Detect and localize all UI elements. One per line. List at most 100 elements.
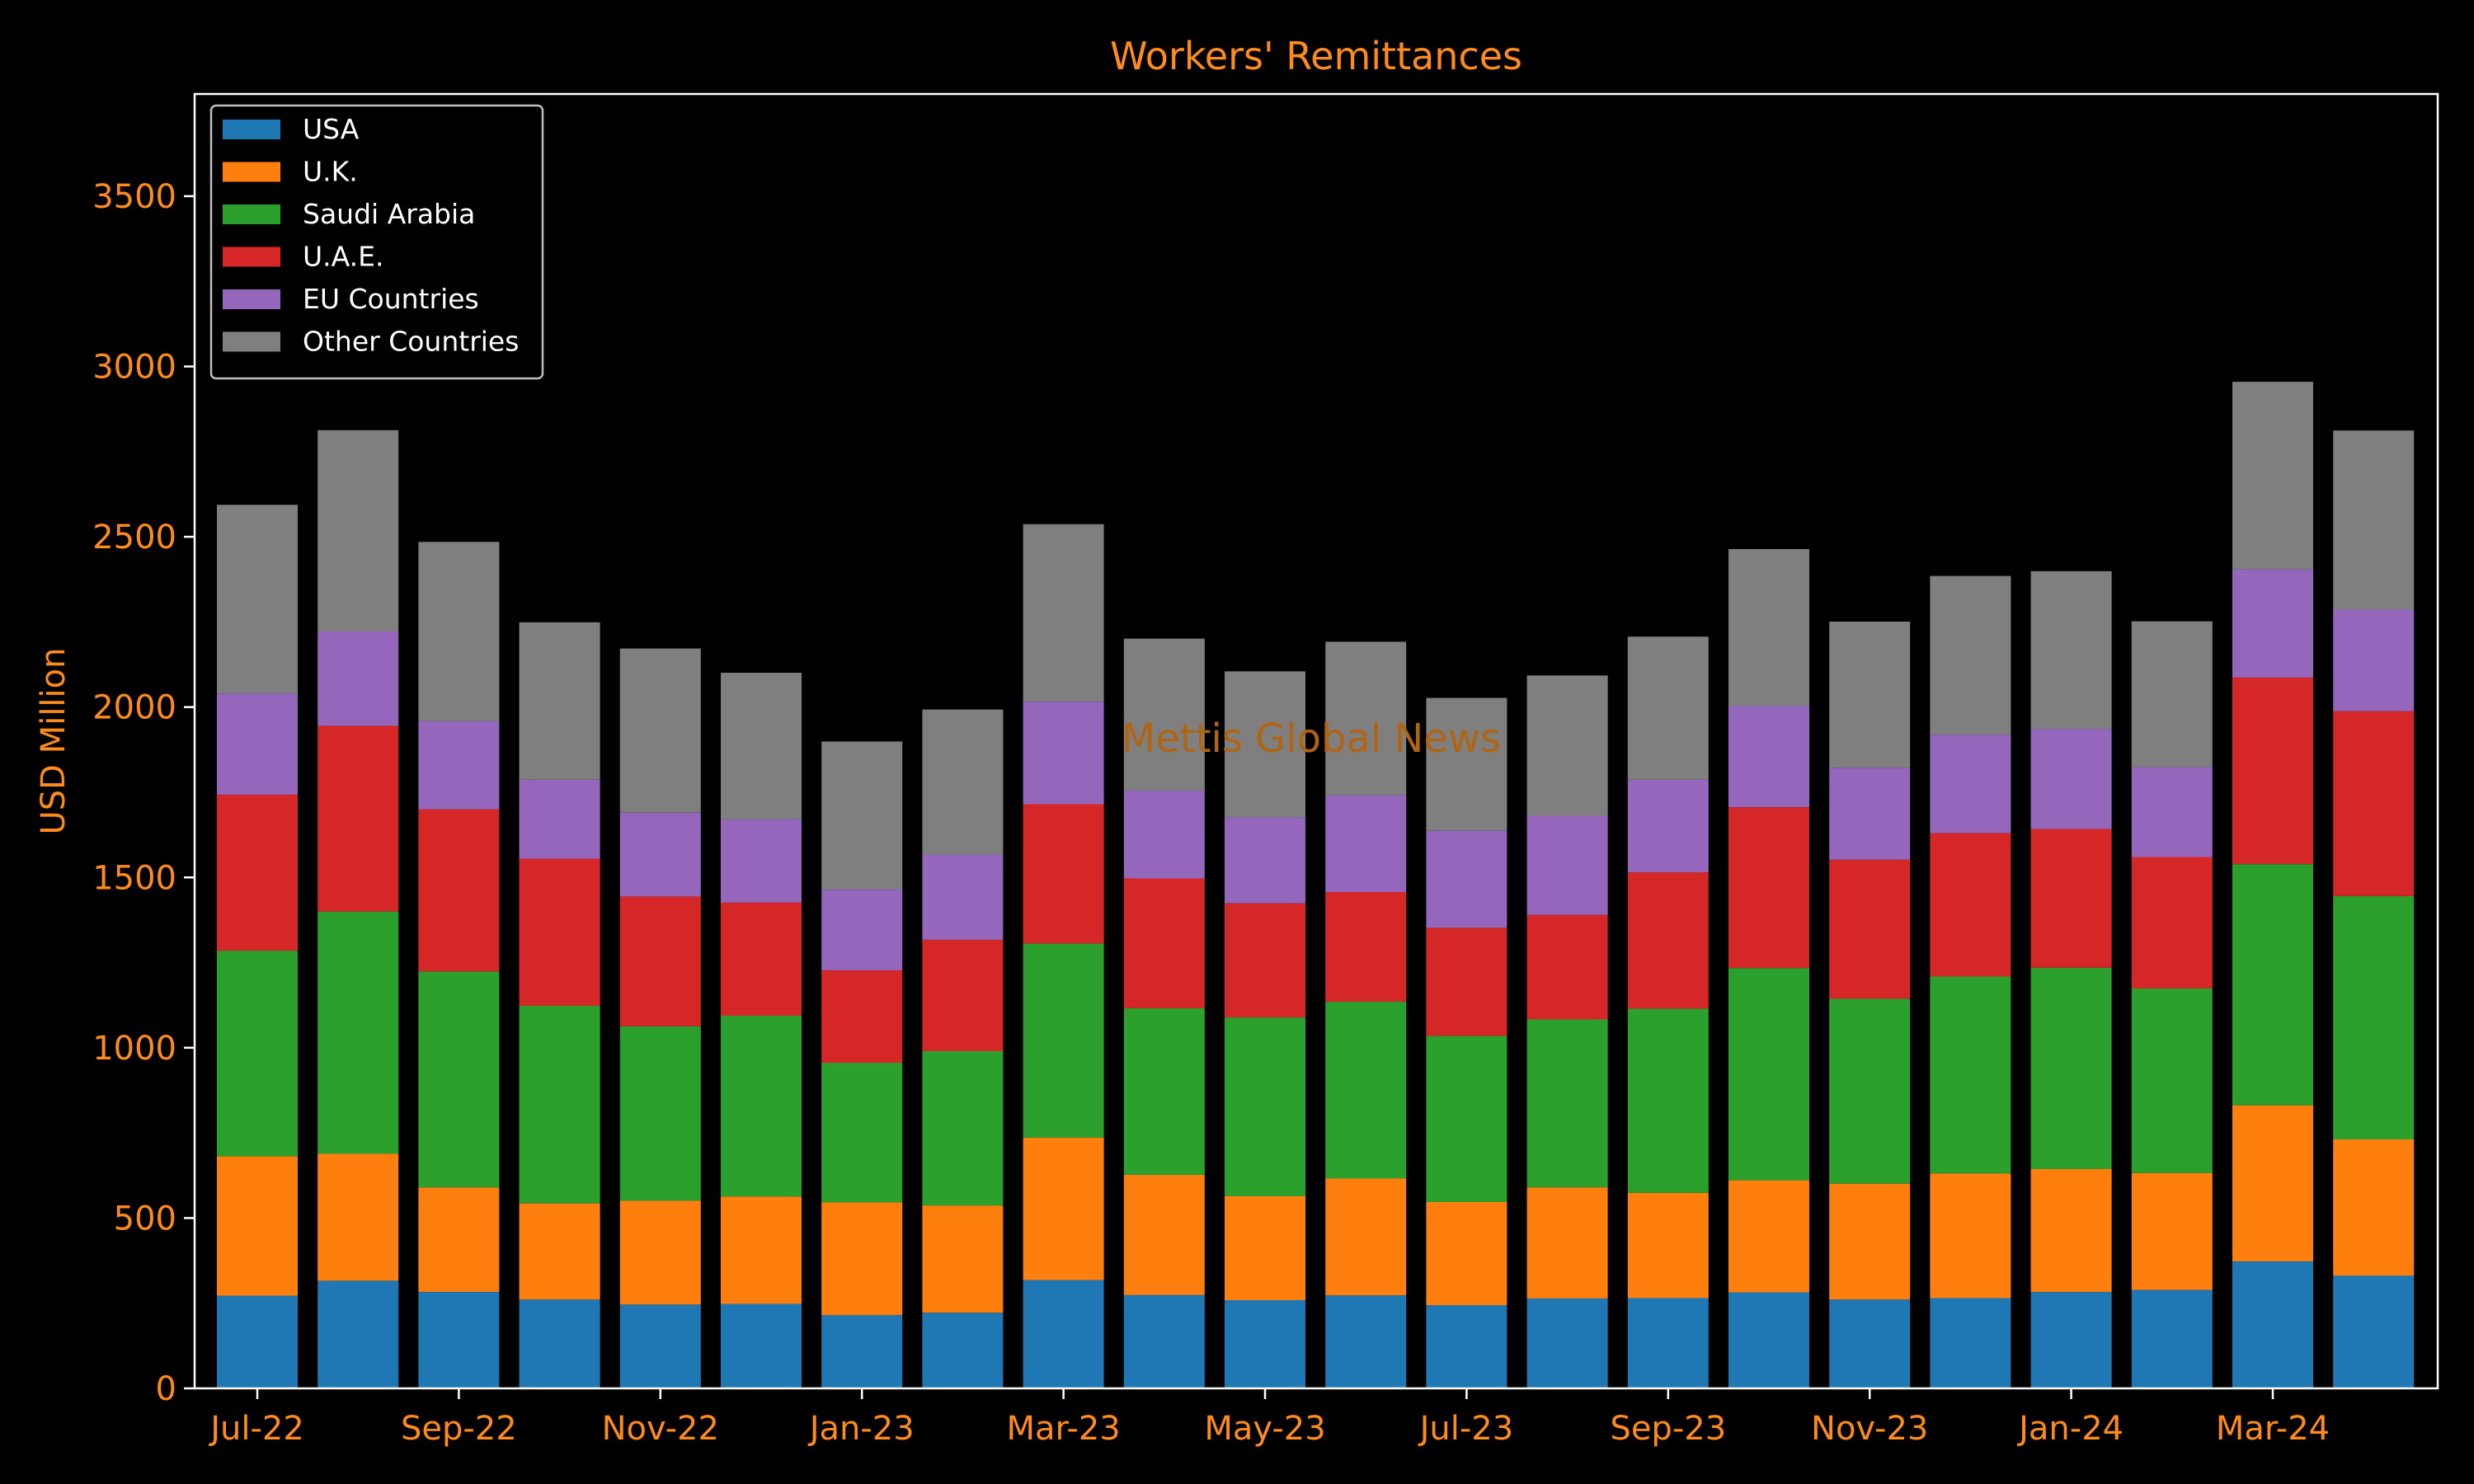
bar-saudi-arabia-nov-22 bbox=[619, 1026, 701, 1201]
bar-u-a-e--jul-22 bbox=[217, 794, 298, 951]
bar-u-k--jan-23 bbox=[821, 1202, 903, 1316]
bar-other-countries-mar-23 bbox=[1023, 524, 1104, 702]
bar-usa-oct-23 bbox=[1729, 1292, 1809, 1388]
bar-u-a-e--may-23 bbox=[1225, 903, 1305, 1018]
bar-other-countries-nov-22 bbox=[619, 648, 701, 813]
bar-saudi-arabia-mar-24 bbox=[2232, 864, 2313, 1106]
bar-usa-dec-22 bbox=[721, 1303, 802, 1388]
bar-usa-jun-23 bbox=[1325, 1295, 1407, 1388]
bar-u-k--jul-23 bbox=[1426, 1202, 1507, 1306]
legend-label: Other Countries bbox=[303, 326, 519, 358]
bar-other-countries-nov-23 bbox=[1829, 622, 1911, 768]
bar-saudi-arabia-sep-23 bbox=[1627, 1008, 1709, 1193]
bar-eu-countries-apr-24 bbox=[2333, 609, 2415, 711]
bar-eu-countries-aug-22 bbox=[317, 632, 399, 726]
bar-u-a-e--apr-24 bbox=[2333, 711, 2415, 896]
bar-other-countries-sep-22 bbox=[418, 542, 500, 721]
bar-saudi-arabia-feb-24 bbox=[2131, 989, 2213, 1173]
bar-u-a-e--jul-23 bbox=[1426, 928, 1507, 1036]
bar-usa-jan-24 bbox=[2030, 1292, 2112, 1388]
bar-usa-mar-24 bbox=[2232, 1261, 2313, 1388]
bar-saudi-arabia-dec-22 bbox=[721, 1016, 802, 1197]
bar-u-k--nov-23 bbox=[1829, 1183, 1911, 1300]
bar-usa-apr-24 bbox=[2333, 1275, 2415, 1388]
bar-usa-nov-23 bbox=[1829, 1299, 1911, 1388]
bar-eu-countries-nov-22 bbox=[619, 812, 701, 897]
bar-u-a-e--mar-23 bbox=[1023, 804, 1104, 944]
watermark: Mettis Global News bbox=[1122, 716, 1501, 762]
bar-u-k--mar-24 bbox=[2232, 1105, 2313, 1261]
bar-saudi-arabia-nov-23 bbox=[1829, 998, 1911, 1184]
x-tick-label: May-23 bbox=[1204, 1410, 1325, 1448]
bar-eu-countries-jan-23 bbox=[821, 890, 903, 970]
bar-u-k--nov-22 bbox=[619, 1200, 701, 1305]
legend-swatch bbox=[223, 162, 280, 182]
legend-box bbox=[209, 104, 544, 380]
x-tick-label: Nov-22 bbox=[602, 1410, 719, 1448]
y-tick-label: 1000 bbox=[92, 1030, 176, 1068]
bar-other-countries-apr-24 bbox=[2333, 430, 2415, 610]
bar-u-a-e--mar-24 bbox=[2232, 677, 2313, 865]
bar-saudi-arabia-apr-23 bbox=[1123, 1007, 1205, 1175]
bar-other-countries-dec-23 bbox=[1930, 575, 2011, 735]
legend-swatch bbox=[223, 204, 280, 224]
legend: USA U.K. Saudi Arabia U.A.E. EU Countries Oth… bbox=[209, 104, 544, 380]
bar-saudi-arabia-dec-23 bbox=[1930, 976, 2011, 1174]
bar-u-k--apr-23 bbox=[1123, 1175, 1205, 1295]
bar-eu-countries-dec-22 bbox=[721, 819, 802, 903]
bar-saudi-arabia-jan-24 bbox=[2030, 967, 2112, 1169]
x-tick-label: Sep-23 bbox=[1610, 1410, 1726, 1448]
legend-swatch bbox=[223, 120, 280, 139]
chart-title: Workers' Remittances bbox=[1110, 34, 1522, 78]
bar-usa-jul-22 bbox=[217, 1295, 298, 1388]
bar-other-countries-aug-22 bbox=[317, 430, 399, 632]
bar-saudi-arabia-aug-22 bbox=[317, 911, 399, 1154]
y-tick-label: 3500 bbox=[92, 178, 176, 216]
bar-saudi-arabia-oct-22 bbox=[519, 1006, 600, 1204]
bar-u-a-e--dec-22 bbox=[721, 902, 802, 1016]
y-tick-label: 500 bbox=[114, 1200, 176, 1237]
legend-label: U.A.E. bbox=[303, 241, 383, 273]
bar-u-a-e--sep-22 bbox=[418, 809, 500, 972]
bar-u-k--sep-23 bbox=[1627, 1192, 1709, 1298]
bar-u-k--may-23 bbox=[1225, 1196, 1305, 1300]
bar-saudi-arabia-sep-22 bbox=[418, 971, 500, 1188]
bar-eu-countries-oct-23 bbox=[1729, 706, 1809, 808]
bar-usa-apr-23 bbox=[1123, 1294, 1205, 1388]
bar-u-a-e--nov-23 bbox=[1829, 859, 1911, 999]
bar-u-k--dec-22 bbox=[721, 1196, 802, 1304]
x-tick-label: Jan-23 bbox=[807, 1410, 915, 1448]
bar-u-a-e--jan-24 bbox=[2030, 829, 2112, 968]
bar-eu-countries-jun-23 bbox=[1325, 795, 1407, 892]
bar-eu-countries-dec-23 bbox=[1930, 735, 2011, 834]
bar-other-countries-sep-23 bbox=[1627, 636, 1709, 780]
bar-u-a-e--sep-23 bbox=[1627, 872, 1709, 1009]
bar-u-k--jul-22 bbox=[217, 1156, 298, 1296]
bar-usa-may-23 bbox=[1225, 1300, 1305, 1388]
legend-label: EU Countries bbox=[303, 283, 479, 315]
bar-usa-feb-24 bbox=[2131, 1289, 2213, 1388]
bar-u-k--sep-22 bbox=[418, 1187, 500, 1292]
bar-other-countries-oct-22 bbox=[519, 622, 600, 780]
x-tick-label: Sep-22 bbox=[401, 1410, 517, 1448]
bar-eu-countries-nov-23 bbox=[1829, 768, 1911, 860]
bar-saudi-arabia-may-23 bbox=[1225, 1017, 1305, 1196]
bar-usa-jul-23 bbox=[1426, 1305, 1507, 1388]
bar-eu-countries-feb-24 bbox=[2131, 767, 2213, 857]
bar-u-a-e--oct-22 bbox=[519, 858, 600, 1006]
legend-swatch bbox=[223, 247, 280, 267]
bar-u-k--aug-22 bbox=[317, 1153, 399, 1281]
bar-saudi-arabia-jul-23 bbox=[1426, 1036, 1507, 1202]
bar-u-k--feb-23 bbox=[922, 1205, 1004, 1313]
bar-u-k--oct-23 bbox=[1729, 1180, 1809, 1293]
bar-other-countries-jul-23 bbox=[1426, 697, 1507, 831]
bar-other-countries-jan-23 bbox=[821, 741, 903, 890]
legend-label: U.K. bbox=[303, 156, 358, 188]
x-tick-label: Nov-23 bbox=[1811, 1410, 1928, 1448]
bar-saudi-arabia-aug-23 bbox=[1526, 1019, 1608, 1188]
bar-u-a-e--jun-23 bbox=[1325, 892, 1407, 1002]
bar-u-k--aug-23 bbox=[1526, 1187, 1608, 1298]
bar-u-a-e--feb-23 bbox=[922, 939, 1004, 1051]
bar-u-k--feb-24 bbox=[2131, 1172, 2213, 1290]
